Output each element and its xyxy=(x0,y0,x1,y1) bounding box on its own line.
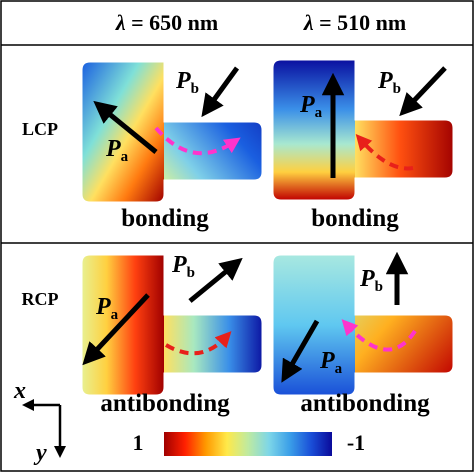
dipole-label-a: Pa xyxy=(95,294,119,323)
coupling-arrow xyxy=(341,319,417,352)
colorbar: 1 -1 xyxy=(133,430,365,456)
dipole-arrow-a xyxy=(281,319,320,383)
dipole-label-b: Pb xyxy=(175,68,199,97)
mode-label-lcp-650: bonding xyxy=(121,205,209,232)
mode-label-rcp-650: antibonding xyxy=(100,390,230,417)
x-axis-arrowhead xyxy=(22,399,34,411)
row-label-rcp: RCP xyxy=(22,289,59,309)
coupling-arrow xyxy=(154,126,241,156)
dipole-arrow-b xyxy=(399,66,447,117)
coordinate-axes: x y xyxy=(13,378,66,466)
dipole-label-b: Pb xyxy=(171,252,195,281)
y-axis-arrowhead xyxy=(54,446,66,458)
field-panel-lcp-650 xyxy=(81,61,263,203)
row-label-lcp: LCP xyxy=(22,119,58,139)
coupling-arrow xyxy=(164,331,232,356)
dipole-arrow-b xyxy=(201,66,240,118)
dipole-label-b: Pb xyxy=(359,266,383,295)
coupling-arrow xyxy=(355,133,414,171)
y-axis-label: y xyxy=(33,440,47,466)
dipole-label-b: Pb xyxy=(377,68,401,97)
colorbar-min-label: 1 xyxy=(133,430,144,455)
header-510: λ = 510 nm xyxy=(303,10,406,35)
dipole-arrow-b xyxy=(188,257,243,303)
field-panel-lcp-510 xyxy=(272,59,454,201)
colorbar-gradient xyxy=(164,432,332,456)
colorbar-max-label: -1 xyxy=(347,430,365,455)
dipole-label-a: Pa xyxy=(319,348,343,377)
header-650: λ = 650 nm xyxy=(115,10,218,35)
dipole-arrow-a xyxy=(82,293,150,366)
dipole-label-a: Pa xyxy=(299,92,323,121)
x-axis-label: x xyxy=(13,378,26,404)
dipole-label-a: Pa xyxy=(105,136,129,165)
dipole-arrow-a xyxy=(93,100,158,154)
mode-label-lcp-510: bonding xyxy=(311,205,399,232)
mode-label-rcp-510: antibonding xyxy=(300,390,430,417)
